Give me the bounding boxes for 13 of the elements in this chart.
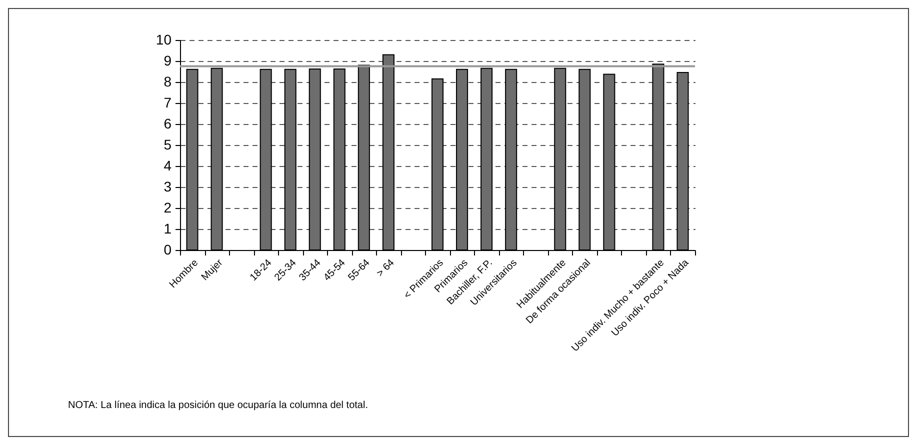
- y-tick-label: 10: [156, 32, 172, 48]
- y-tick-label: 9: [164, 52, 172, 68]
- y-tick-label: 5: [164, 136, 172, 152]
- y-tick-label: 0: [164, 242, 172, 258]
- y-tick-label: 1: [164, 220, 172, 236]
- y-tick-label: 6: [164, 116, 172, 132]
- y-tick-label: 7: [164, 94, 172, 110]
- y-tick-label: 8: [164, 74, 172, 90]
- text: NOTA: La línea indica la posición que ocuparía la columna del total.: [68, 400, 368, 411]
- y-tick-label: 2: [164, 200, 172, 216]
- x-tick-label: > 64: [374, 257, 398, 280]
- y-tick-label: 4: [164, 158, 172, 174]
- y-tick-label: 3: [164, 178, 172, 194]
